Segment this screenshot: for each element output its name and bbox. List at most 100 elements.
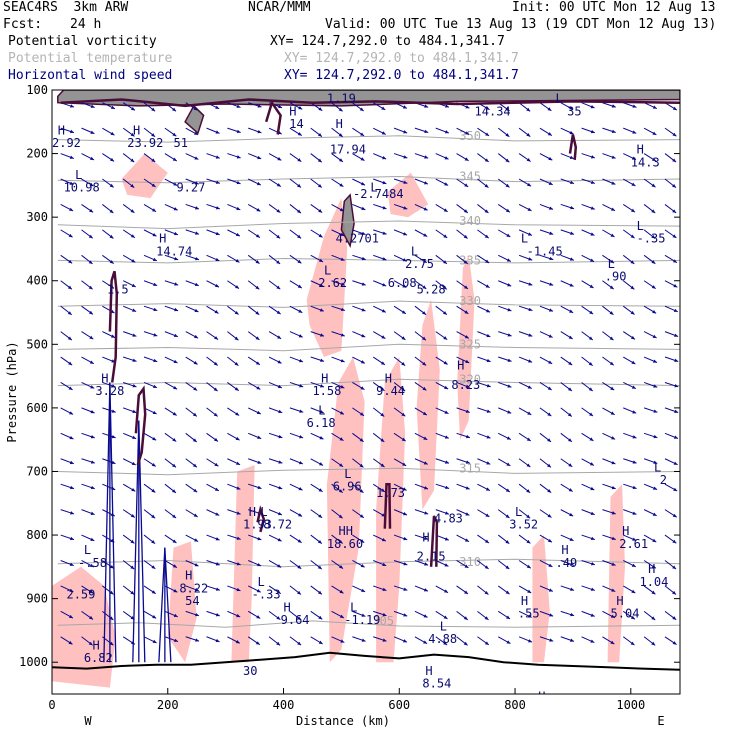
theta-label-335: 335	[459, 253, 481, 267]
pv-contours	[60, 98, 680, 567]
wind-arrowhead	[131, 283, 136, 287]
wind-arrowhead	[485, 132, 490, 136]
field-name-wind: Horizontal wind speed	[8, 68, 173, 83]
wind-arrowhead	[110, 334, 115, 338]
extremum-label: 9.44	[376, 384, 405, 398]
extremum-label: H	[159, 232, 166, 246]
wind-arrowhead	[236, 104, 241, 108]
wind-arrowhead	[359, 463, 364, 468]
wind-arrowhead	[109, 234, 114, 239]
wind-arrowhead	[463, 260, 468, 264]
wind-arrowhead	[443, 361, 448, 365]
wind-arrowhead	[422, 411, 427, 416]
wind-arrowhead	[465, 359, 470, 363]
wind-arrowhead	[153, 358, 158, 363]
wind-arrowhead	[130, 513, 135, 518]
wind-arrowhead	[235, 232, 240, 237]
wind-arrowhead	[174, 256, 179, 261]
wind-arrowhead	[401, 310, 406, 314]
wind-arrowhead	[443, 234, 448, 238]
wind-arrowhead	[465, 105, 470, 109]
wind-arrowhead	[298, 513, 303, 517]
wind-arrowhead	[152, 639, 157, 643]
wind-arrowhead	[610, 411, 615, 415]
wind-arrowhead	[320, 384, 324, 388]
wind-arrowhead	[90, 460, 95, 464]
wind-arrowhead	[194, 282, 199, 287]
wind-arrowhead	[630, 260, 635, 264]
wind-arrowhead	[403, 130, 408, 134]
wind-arrowhead	[236, 587, 241, 592]
wind-arrowhead	[338, 158, 343, 162]
wind-arrowhead	[338, 107, 343, 112]
extremum-label: 10.98	[64, 181, 100, 195]
wind-arrowhead	[403, 587, 408, 591]
wind-arrowhead	[401, 412, 406, 417]
extremum-label: 14.34	[475, 104, 511, 118]
wind-arrowhead	[382, 283, 387, 287]
wind-arrowhead	[131, 461, 136, 465]
wind-arrowhead	[526, 133, 531, 137]
wind-arrowhead	[381, 537, 386, 542]
extremum-label: 9.27	[176, 181, 205, 195]
wind-arrowhead	[276, 209, 281, 213]
pv-contour-2	[256, 505, 266, 533]
wind-arrowhead	[590, 232, 595, 236]
high-pv-region-1	[340, 193, 355, 249]
wind-arrowhead	[193, 513, 198, 517]
wind-vectors	[60, 102, 679, 663]
wind-arrowhead	[526, 514, 531, 519]
wind-arrowhead	[403, 155, 408, 159]
wind-arrowhead	[672, 132, 677, 137]
wind-arrowhead	[235, 285, 239, 289]
wind-arrowhead	[568, 463, 573, 467]
wind-arrowhead	[403, 180, 408, 184]
wind-arrowhead	[318, 107, 323, 111]
y-tick-label: 500	[26, 337, 48, 351]
extremum-label: 1.73	[376, 486, 405, 500]
wind-arrowhead	[590, 155, 595, 159]
wind-arrowhead	[111, 434, 116, 439]
wind-arrowhead	[359, 107, 364, 112]
wind-arrowhead	[569, 512, 574, 517]
theta-line-340	[57, 220, 680, 230]
wind-arrowhead	[590, 180, 595, 184]
extremum-label: -.33	[252, 588, 281, 602]
wind-arrowhead	[630, 335, 635, 340]
wind-arrowhead	[361, 308, 366, 312]
wind-arrowhead	[403, 613, 408, 617]
wind-arrowhead	[257, 485, 262, 490]
wind-arrowhead	[465, 434, 470, 439]
wind-arrowhead	[402, 462, 407, 466]
shaded-region-3	[306, 198, 348, 357]
wind-arrowhead	[111, 384, 116, 388]
wind-arrowhead	[299, 384, 304, 388]
wind-arrowhead	[632, 435, 637, 439]
wind-arrowhead	[423, 207, 428, 211]
wind-arrowhead	[130, 106, 135, 111]
wind-arrowhead	[234, 362, 239, 366]
wind-arrowhead	[151, 565, 156, 569]
wind-arrowhead	[360, 563, 365, 568]
wind-arrowhead	[444, 537, 449, 541]
wind-arrowhead	[317, 158, 322, 163]
wind-arrowhead	[213, 387, 218, 392]
wind-arrowhead	[89, 615, 93, 620]
wind-arrowhead	[236, 180, 241, 185]
extremum-label: -.35	[637, 232, 666, 246]
wind-arrowhead	[278, 460, 283, 464]
wind-arrowhead	[506, 436, 511, 440]
wind-arrowhead	[298, 460, 303, 465]
extremum-label: L	[350, 600, 357, 614]
wind-arrowhead	[90, 410, 95, 414]
wind-arrowhead	[505, 183, 510, 188]
wind-arrowhead	[505, 590, 510, 595]
wind-arrowhead	[484, 590, 489, 595]
wind-arrowhead	[256, 589, 261, 593]
y-tick-label: 1000	[19, 655, 48, 669]
wind-arrowhead	[318, 514, 323, 518]
wind-arrowhead	[360, 157, 365, 161]
wind-arrowhead	[442, 285, 447, 290]
theta-label-325: 325	[459, 337, 481, 351]
